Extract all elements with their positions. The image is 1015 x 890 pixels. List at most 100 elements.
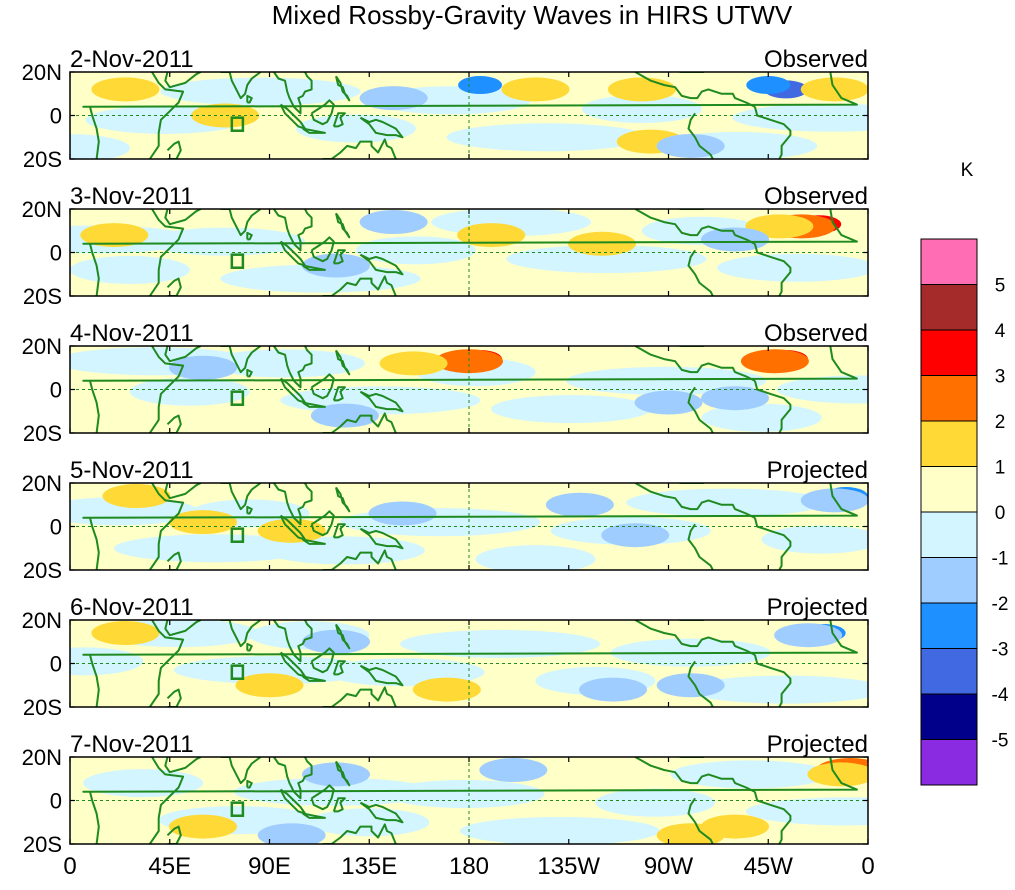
anomaly-contour: [774, 623, 843, 648]
background-streak: [70, 255, 190, 284]
panel-status: Projected: [767, 731, 868, 758]
anomaly-contour: [501, 77, 570, 102]
background-streak: [114, 534, 315, 563]
coastline-java: [302, 401, 326, 408]
coastline-australia-north: [322, 823, 397, 844]
coastline-africa-east-coast: [148, 620, 185, 707]
panel-date: 2-Nov-2011: [70, 46, 194, 73]
background-streak: [70, 134, 130, 159]
coastline-south-america-west: [687, 386, 714, 433]
panel-status: Projected: [767, 594, 868, 621]
coastline-borneo: [310, 99, 335, 126]
coastline-india: [220, 209, 262, 237]
coastline-borneo: [310, 373, 335, 400]
anomaly-contour: [634, 390, 703, 415]
colorbar-label: -3: [992, 640, 1009, 661]
coastline-arabia-coast: [164, 483, 202, 500]
coastline-central-america: [634, 757, 756, 793]
panel-date: 4-Nov-2011: [70, 320, 194, 347]
background-streak: [732, 103, 868, 132]
anomaly-contour: [302, 629, 370, 654]
coastline-arabia-coast: [164, 346, 202, 363]
coastline-africa-coast: [82, 757, 858, 844]
coastline-philippines: [335, 212, 351, 239]
anomaly-contour: [302, 762, 370, 787]
anomaly-contour: [359, 86, 428, 111]
panel-status: Projected: [767, 457, 868, 484]
x-tick-label: 0: [63, 853, 76, 880]
coastline-south-america-west: [687, 797, 714, 844]
colorbar-swatch: [920, 375, 978, 422]
panel-date: 6-Nov-2011: [70, 594, 194, 621]
coastline-java: [302, 264, 326, 271]
anomaly-contour: [656, 133, 725, 158]
map-panel: 20N 0 20S 3-Nov-2011 Observed: [22, 183, 869, 309]
y-tick-label: 20S: [23, 558, 62, 583]
coastline-philippines: [335, 760, 351, 787]
panel-date: 5-Nov-2011: [70, 457, 194, 484]
coastline-borneo: [310, 510, 335, 537]
anomaly-contour: [656, 823, 725, 844]
coastline-new-guinea: [359, 527, 404, 550]
coastline-indochina: [273, 209, 313, 252]
background-streak: [459, 816, 660, 844]
coastline-africa-coast: [82, 72, 858, 159]
background-streak: [475, 545, 596, 570]
coastline-madagascar: [166, 825, 182, 844]
coastline-sri-lanka: [246, 94, 253, 104]
coastline-africa-east-coast: [148, 483, 185, 570]
anomaly-contour: [91, 77, 160, 102]
anomaly-contour: [568, 231, 636, 256]
colorbar-swatch: [920, 511, 978, 558]
y-tick-label: 20N: [22, 334, 62, 359]
y-tick-label: 0: [50, 104, 62, 129]
background-streak: [701, 403, 822, 432]
background-streak: [355, 236, 476, 265]
anomaly-contour: [379, 351, 448, 376]
y-tick-label: 0: [50, 789, 62, 814]
map-panel: 20N 0 20S 6-Nov-2011 Projected: [22, 594, 869, 720]
anomaly-contour: [169, 355, 237, 380]
coastline-new-guinea: [359, 390, 404, 413]
x-tick-label: 45E: [148, 853, 191, 880]
panel-status: Observed: [764, 46, 868, 73]
anomaly-contour: [257, 823, 326, 844]
coastline-arabia-coast: [164, 72, 202, 89]
coastline-philippines: [335, 623, 351, 650]
anomaly-contour: [368, 501, 437, 526]
coastline-central-america: [634, 620, 756, 656]
x-tick-label: 135W: [537, 853, 600, 880]
coastline-africa-coast: [82, 346, 858, 433]
y-tick-label: 20S: [23, 284, 62, 309]
anomaly-contour: [169, 814, 237, 839]
coastline-south-america-east: [753, 517, 792, 570]
x-tick-label: 180: [449, 853, 489, 880]
coastline-central-america: [634, 483, 756, 519]
y-tick-label: 20N: [22, 608, 62, 633]
background-streak: [670, 760, 831, 789]
colorbar-label: 4: [995, 321, 1006, 342]
coastline-philippines: [335, 75, 351, 102]
coastline-india: [220, 483, 262, 511]
anomaly-contour: [579, 677, 648, 702]
colorbar-swatch: [920, 739, 978, 786]
y-tick-label: 20N: [22, 745, 62, 770]
coastline-borneo: [310, 647, 335, 674]
background-streak: [761, 525, 868, 554]
coastline-arabia-coast: [164, 620, 202, 637]
x-tick-label: 135E: [341, 853, 397, 880]
anomaly-contour: [80, 223, 149, 248]
colorbar-label: -2: [992, 594, 1009, 615]
anomaly-contour: [169, 510, 237, 535]
reference-box: [230, 527, 245, 543]
anomaly-contour: [235, 673, 304, 698]
coastline-philippines: [335, 486, 351, 513]
reference-box: [230, 390, 245, 406]
colorbar-label: 1: [995, 458, 1006, 479]
coastline-arabia-coast: [164, 757, 202, 774]
colorbar-label: 5: [995, 276, 1006, 297]
anomaly-contour: [740, 349, 809, 374]
anomaly-contour: [545, 492, 614, 517]
coastline-central-america: [634, 72, 756, 108]
